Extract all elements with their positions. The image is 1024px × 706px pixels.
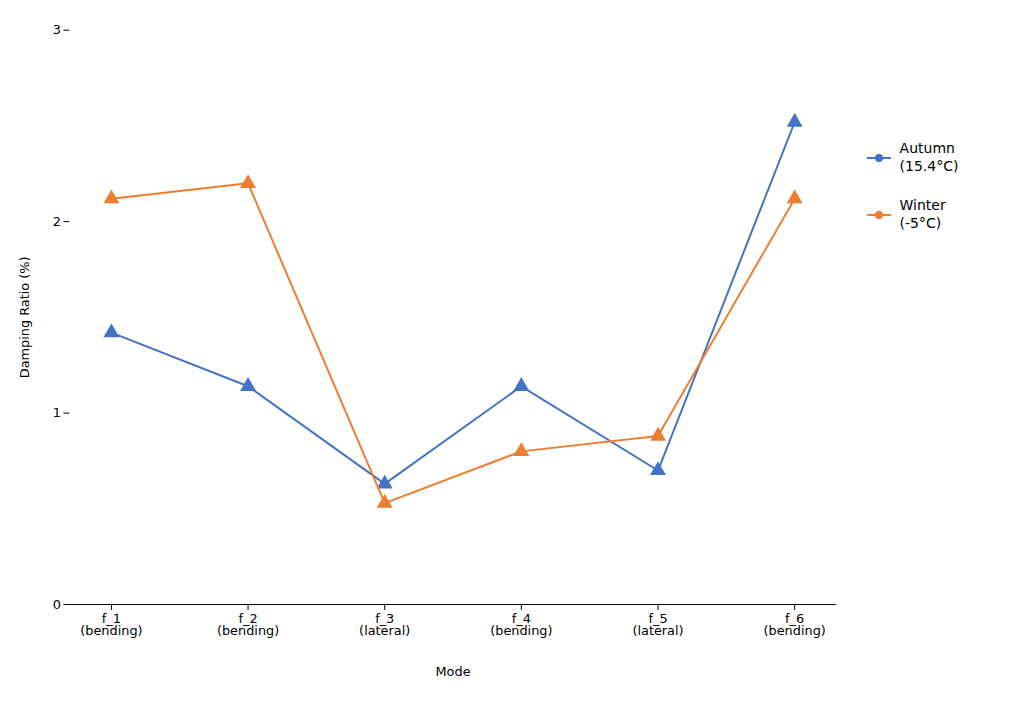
svg-text:3: 3: [53, 22, 61, 37]
svg-text:Damping Ratio (%): Damping Ratio (%): [17, 256, 32, 378]
svg-text:f_3(lateral): f_3(lateral): [359, 611, 410, 639]
svg-text:f_2(bending): f_2(bending): [217, 611, 279, 639]
svg-text:f_6(bending): f_6(bending): [764, 611, 826, 639]
html-text:Autumn (15.4°C): Autumn (15.4°C): [899, 140, 959, 174]
svg-text:f_4(bending): f_4(bending): [490, 611, 552, 639]
svg-text:1: 1: [53, 405, 61, 420]
svg-text:f_5(lateral): f_5(lateral): [632, 611, 683, 639]
svg-text:Mode: Mode: [436, 664, 471, 679]
svg-text:f_1(bending): f_1(bending): [80, 611, 142, 639]
html-text:Winter (-5°C): Winter (-5°C): [899, 197, 946, 231]
svg-text:2: 2: [53, 214, 61, 229]
svg-text:0: 0: [53, 597, 61, 612]
